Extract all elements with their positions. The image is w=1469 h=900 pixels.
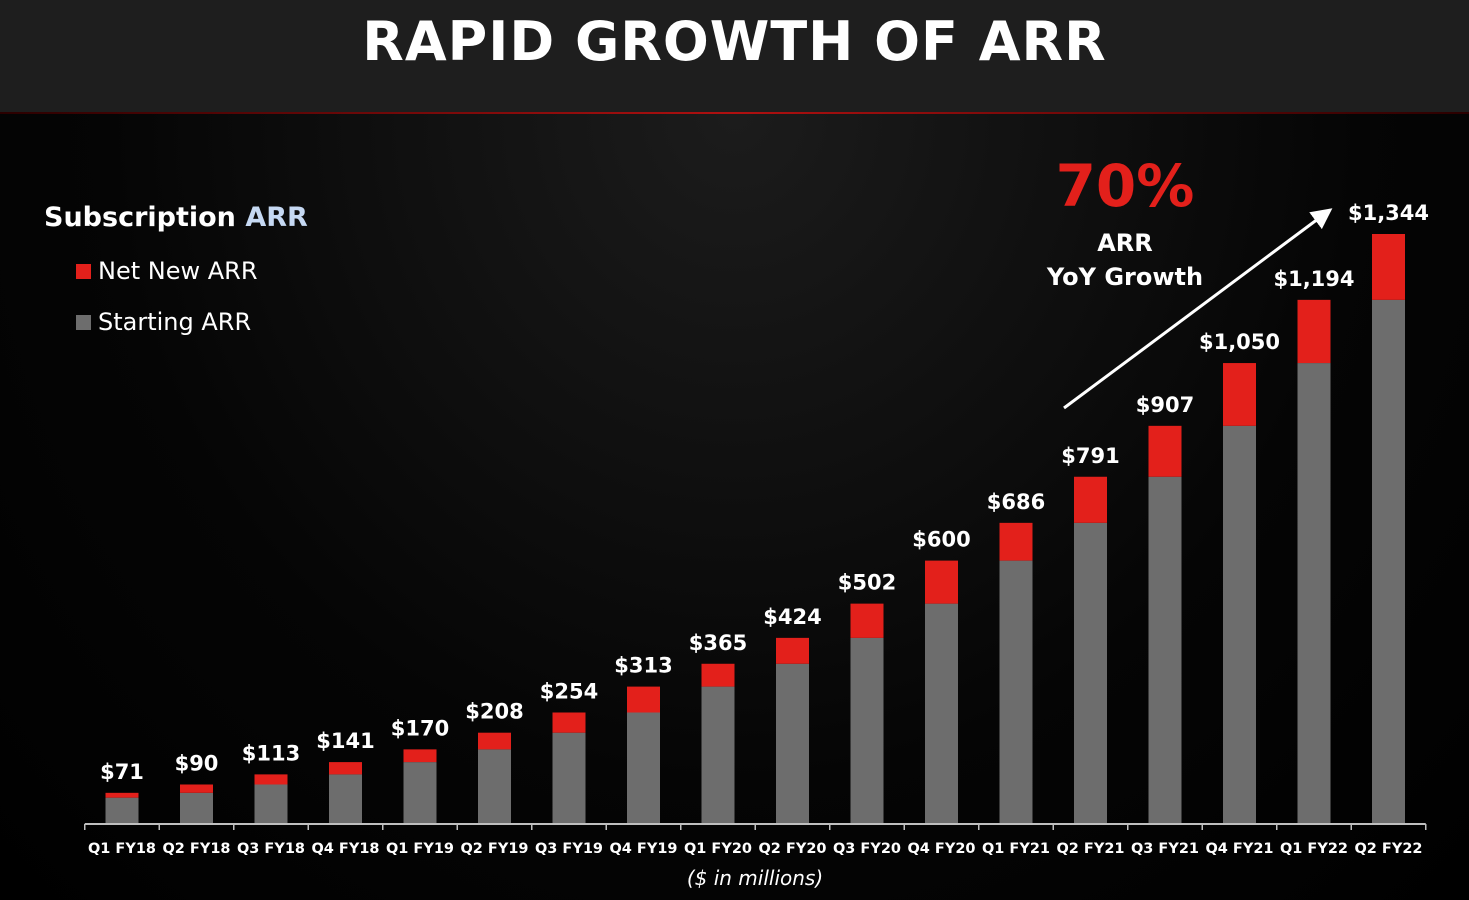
bar-segment-net-new-arr — [105, 792, 139, 798]
bar-segment-starting-arr — [627, 712, 660, 824]
x-tick-label: Q2 FY19 — [460, 841, 528, 857]
bar-segment-starting-arr — [925, 603, 958, 824]
x-tick-label: Q4 FY21 — [1205, 841, 1273, 857]
bar-segment-starting-arr — [1297, 363, 1331, 824]
growth-label-line1: ARR — [1097, 229, 1153, 257]
legend-title-accent: ARR — [245, 202, 308, 233]
bar-segment-net-new-arr — [925, 560, 958, 604]
bar-segment-starting-arr — [776, 663, 809, 824]
legend-title-main: Subscription — [44, 202, 246, 233]
bar-segment-net-new-arr — [1297, 299, 1331, 364]
bar-total-label: $1,194 — [1273, 267, 1354, 291]
labels-layer: $71 $90 $113 $141 $170 $208 $254 $313 $365 $424 $5… — [100, 201, 1429, 784]
growth-percentage: 70% — [1055, 152, 1195, 220]
bar-segment-net-new-arr — [999, 522, 1033, 561]
x-tick-label: Q1 FY20 — [684, 841, 752, 857]
x-tick-label: Q4 FY20 — [907, 841, 975, 857]
bar-segment-net-new-arr — [403, 749, 437, 763]
x-tick-label: Q1 FY21 — [982, 841, 1050, 857]
legend-label-starting: Starting ARR — [98, 308, 252, 336]
bar-segment-starting-arr — [701, 686, 735, 824]
bar-segment-net-new-arr — [1074, 476, 1107, 523]
bar-segment-net-new-arr — [329, 762, 362, 775]
bar-total-label: $791 — [1061, 444, 1119, 468]
bar-total-label: $1,050 — [1199, 330, 1280, 354]
x-tick-label: Q4 FY18 — [311, 841, 379, 857]
x-tick-label: Q3 FY19 — [535, 841, 603, 857]
bar-total-label: $424 — [763, 605, 821, 629]
x-axis: Q1 FY18 Q2 FY18 Q3 FY18 Q4 FY18 Q1 FY19 Q2 FY… — [84, 823, 1427, 857]
bar-segment-net-new-arr — [1372, 234, 1405, 300]
x-tick-label: Q1 FY22 — [1280, 841, 1348, 857]
bar-total-label: $1,344 — [1348, 201, 1429, 225]
bar-segment-starting-arr — [105, 797, 139, 824]
x-tick-label: Q3 FY18 — [237, 841, 305, 857]
x-tick-label: Q3 FY21 — [1131, 841, 1199, 857]
bar-segment-net-new-arr — [627, 686, 660, 713]
bar-segment-net-new-arr — [552, 712, 586, 733]
bar-total-label: $90 — [175, 751, 219, 775]
legend-item-starting: Starting ARR — [76, 308, 251, 336]
bar-segment-starting-arr — [403, 762, 437, 824]
bar-total-label: $170 — [391, 716, 449, 740]
legend-swatch-starting — [76, 314, 91, 330]
bar-total-label: $208 — [465, 700, 523, 724]
x-tick-label: Q1 FY19 — [386, 841, 454, 857]
bar-segment-starting-arr — [1148, 476, 1182, 824]
bar-segment-starting-arr — [1372, 299, 1405, 825]
bar-segment-net-new-arr — [850, 603, 884, 638]
x-tick-label: Q4 FY19 — [609, 841, 677, 857]
x-tick-label: Q1 FY18 — [88, 841, 156, 857]
legend-label-net-new: Net New ARR — [98, 257, 258, 285]
bar-segment-net-new-arr — [180, 784, 213, 793]
page-title: RAPID GROWTH OF ARR — [362, 10, 1107, 73]
bar-total-label: $502 — [838, 571, 896, 595]
x-tick-label: Q2 FY21 — [1056, 841, 1124, 857]
bar-segment-starting-arr — [1223, 425, 1256, 824]
bar-segment-net-new-arr — [254, 774, 288, 785]
bar-segment-starting-arr — [254, 784, 288, 824]
bar-segment-starting-arr — [329, 774, 362, 824]
units-note: ($ in millions) — [686, 866, 824, 890]
legend-item-net-new: Net New ARR — [76, 257, 258, 285]
bar-segment-starting-arr — [850, 637, 884, 824]
bar-segment-starting-arr — [478, 749, 511, 824]
legend-title: Subscription ARR — [44, 202, 308, 233]
x-tick-label: Q3 FY20 — [833, 841, 901, 857]
bar-total-label: $907 — [1136, 393, 1194, 417]
bar-total-label: $254 — [540, 680, 598, 704]
x-tick-label: Q2 FY18 — [162, 841, 230, 857]
bar-segment-starting-arr — [999, 560, 1033, 824]
bar-total-label: $113 — [242, 741, 300, 765]
legend-swatch-net-new — [76, 263, 91, 279]
bar-segment-starting-arr — [552, 732, 586, 824]
bar-segment-starting-arr — [1074, 522, 1107, 824]
bar-segment-net-new-arr — [776, 637, 809, 664]
bar-segment-net-new-arr — [1148, 425, 1182, 477]
header-bar — [0, 0, 1469, 112]
growth-arrow-icon — [1063, 208, 1333, 410]
bar-segment-net-new-arr — [1223, 363, 1256, 426]
x-tick-label: Q2 FY22 — [1354, 841, 1422, 857]
bar-total-label: $600 — [912, 528, 970, 552]
bar-total-label: $71 — [100, 760, 144, 784]
bar-segment-net-new-arr — [701, 663, 735, 687]
x-tick-label: Q2 FY20 — [758, 841, 826, 857]
bar-segment-starting-arr — [180, 792, 213, 824]
bars-layer — [105, 234, 1405, 825]
growth-label-line2: YoY Growth — [1046, 263, 1204, 291]
bar-total-label: $365 — [689, 631, 747, 655]
bar-total-label: $313 — [614, 654, 672, 678]
bar-total-label: $686 — [987, 490, 1045, 514]
header-divider — [0, 112, 1469, 114]
bar-segment-net-new-arr — [478, 732, 511, 750]
bar-total-label: $141 — [316, 729, 374, 753]
